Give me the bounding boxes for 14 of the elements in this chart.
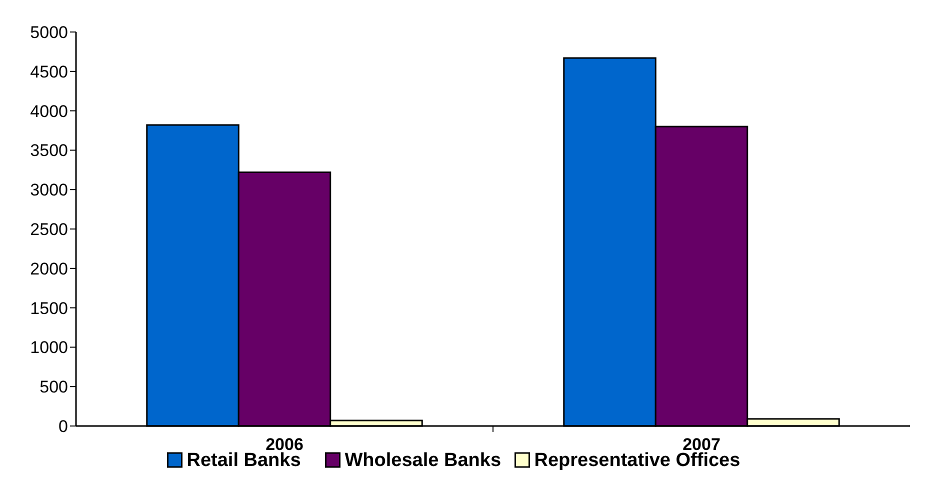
y-tick-label: 5000 [30,22,68,42]
y-tick-label: 4000 [30,102,68,121]
y-tick-label: 0 [58,416,68,436]
y-tick-label: 500 [40,378,68,397]
legend-label: Wholesale Banks [344,450,502,471]
y-tick-label: 3500 [30,141,68,160]
y-tick-label: 2000 [30,259,68,278]
y-tick-label: 1500 [30,298,68,318]
y-tick-label: 1000 [30,338,68,358]
y-tick-label: 3000 [30,180,68,200]
legend-label: Retail Banks [186,450,301,471]
y-tick-label: 2500 [30,220,68,239]
y-tick-label: 4500 [30,62,68,82]
legend-label: Representative Offices [534,450,740,471]
